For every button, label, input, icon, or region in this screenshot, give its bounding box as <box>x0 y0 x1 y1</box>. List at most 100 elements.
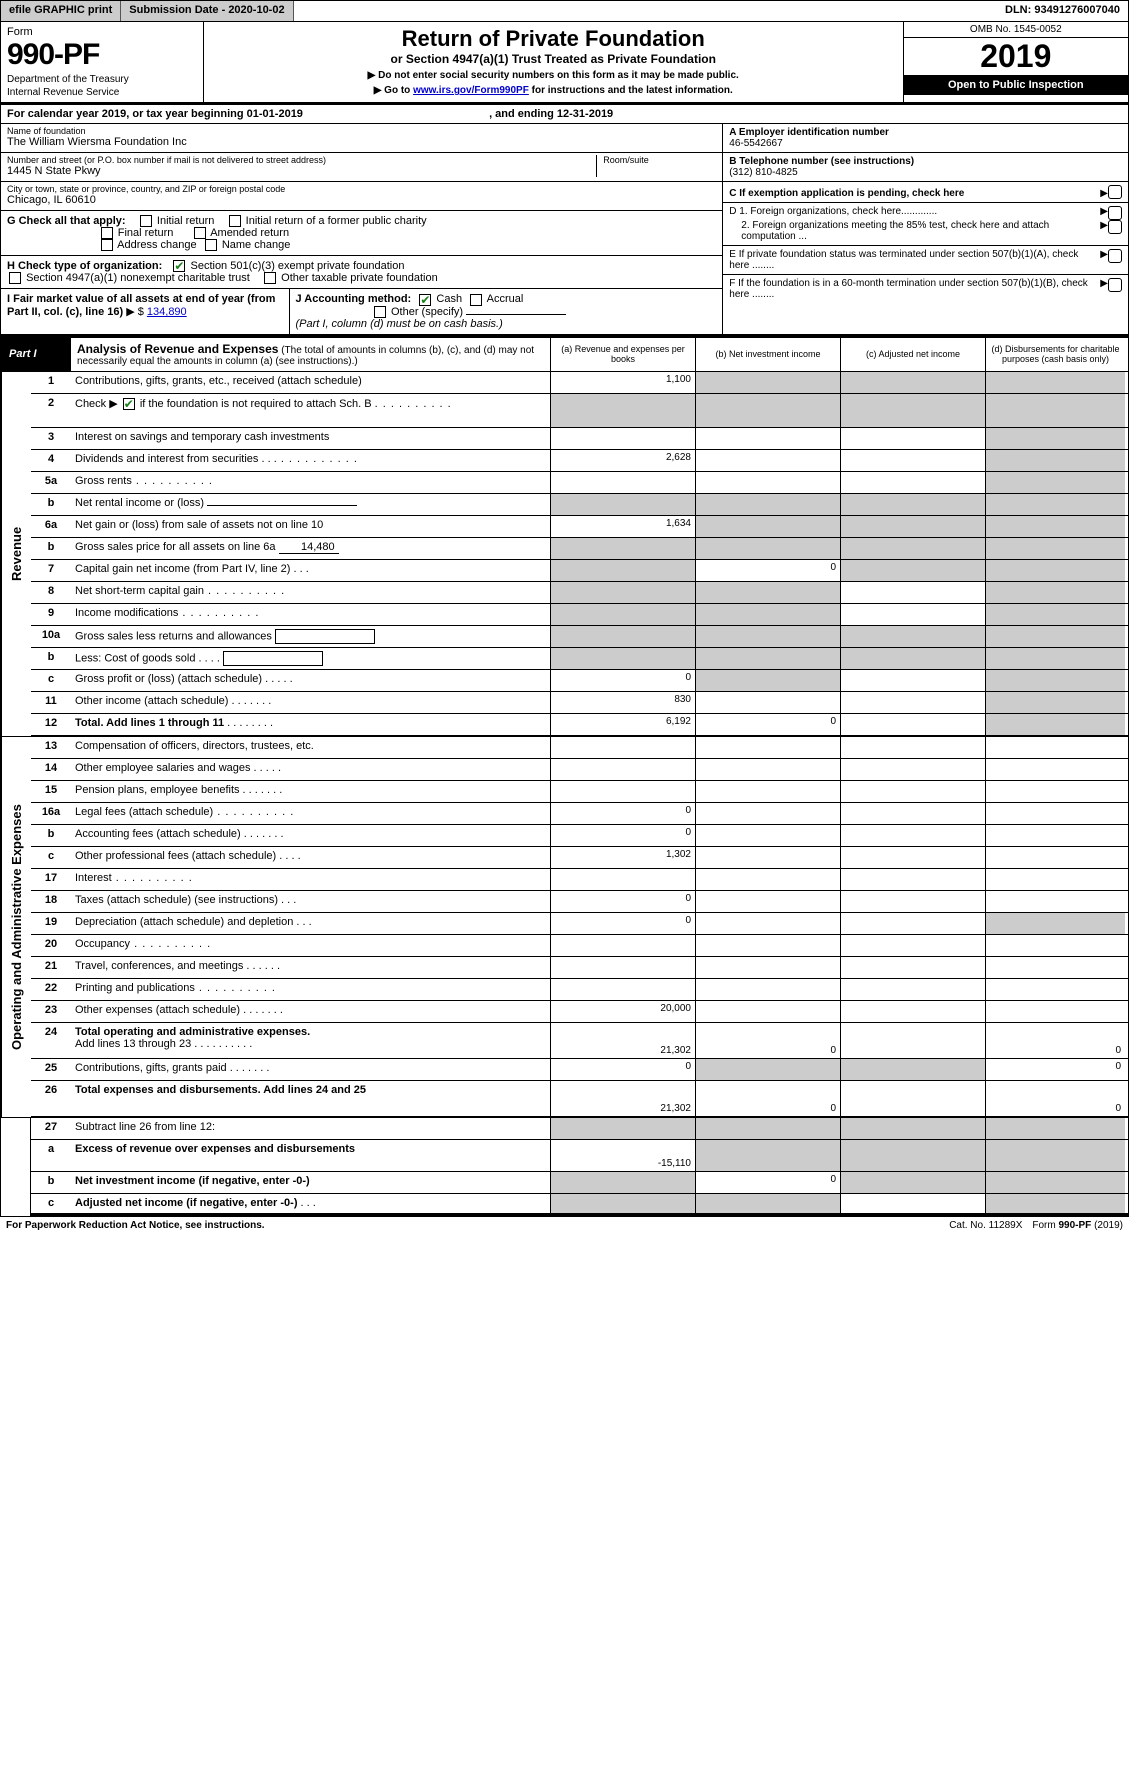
cy-pre: For calendar year 2019, or tax year begi… <box>7 108 247 120</box>
chk-schB[interactable] <box>123 398 135 410</box>
chk-address-change[interactable] <box>101 239 113 251</box>
chk-name-change[interactable] <box>205 239 217 251</box>
footer-mid: Cat. No. 11289X <box>939 1220 1032 1231</box>
entity-left: Name of foundation The William Wiersma F… <box>1 124 722 334</box>
l20-a <box>551 935 696 956</box>
chk-cash[interactable] <box>419 294 431 306</box>
l2-desc: Check ▶ if the foundation is not require… <box>71 394 551 427</box>
l12-desc: Total. Add lines 1 through 11 . . . . . … <box>71 714 551 735</box>
g-o5: Address change <box>117 239 197 251</box>
chk-4947[interactable] <box>9 272 21 284</box>
top-bar: efile GRAPHIC print Submission Date - 20… <box>0 0 1129 22</box>
g-o2: Initial return of a former public charit… <box>246 215 427 227</box>
f-block: F If the foundation is in a 60-month ter… <box>723 275 1128 303</box>
l23-no: 23 <box>31 1001 71 1022</box>
l7-b: 0 <box>696 560 841 581</box>
l21-d <box>986 957 1125 978</box>
chk-initial-former[interactable] <box>229 215 241 227</box>
side-revenue: Revenue <box>1 372 31 736</box>
l22-d <box>986 979 1125 1000</box>
footer: For Paperwork Reduction Act Notice, see … <box>0 1216 1129 1234</box>
j-accrual: Accrual <box>487 293 524 305</box>
line-13: 13 Compensation of officers, directors, … <box>31 737 1128 759</box>
l3-c <box>841 428 986 449</box>
l27c-d <box>986 1194 1125 1213</box>
h-label: H Check type of organization: <box>7 260 162 272</box>
l10c-c <box>841 670 986 691</box>
l8-no: 8 <box>31 582 71 603</box>
g-row: G Check all that apply: Initial return I… <box>1 211 722 256</box>
chk-d2[interactable] <box>1108 220 1122 234</box>
l10c-a: 0 <box>551 670 696 691</box>
header-left: Form 990-PF Department of the Treasury I… <box>1 22 204 102</box>
l6a-a: 1,634 <box>551 516 696 537</box>
line-9: 9 Income modifications <box>31 604 1128 626</box>
l6a-c <box>841 516 986 537</box>
l2-pre: Check ▶ <box>75 398 118 410</box>
chk-other-method[interactable] <box>374 306 386 318</box>
l9-desc: Income modifications <box>71 604 551 625</box>
l4-desc: Dividends and interest from securities .… <box>71 450 551 471</box>
l8-d <box>986 582 1125 603</box>
l10b-c <box>841 648 986 669</box>
chk-e[interactable] <box>1108 249 1122 263</box>
l22-b <box>696 979 841 1000</box>
l5b-no: b <box>31 494 71 515</box>
l27a-c <box>841 1140 986 1171</box>
l2-d <box>986 394 1125 427</box>
l13-no: 13 <box>31 737 71 758</box>
l6b-desc: Gross sales price for all assets on line… <box>71 538 551 559</box>
l27a-b <box>696 1140 841 1171</box>
cy-mid: , and ending <box>489 108 557 120</box>
j-other: Other (specify) <box>391 306 463 318</box>
l25-b <box>696 1059 841 1080</box>
l7-d <box>986 560 1125 581</box>
chk-final-return[interactable] <box>101 227 113 239</box>
l16a-b <box>696 803 841 824</box>
l14-c <box>841 759 986 780</box>
line-18: 18 Taxes (attach schedule) (see instruct… <box>31 891 1128 913</box>
l12-d <box>986 714 1125 735</box>
l27b-no: b <box>31 1172 71 1193</box>
l1-no: 1 <box>31 372 71 393</box>
chk-initial-return[interactable] <box>140 215 152 227</box>
l20-d <box>986 935 1125 956</box>
d2-lbl: 2. Foreign organizations meeting the 85%… <box>729 220 1100 242</box>
l10b-no: b <box>31 648 71 669</box>
l27a-a: -15,110 <box>551 1140 696 1171</box>
l16a-a: 0 <box>551 803 696 824</box>
l14-desc: Other employee salaries and wages . . . … <box>71 759 551 780</box>
l17-c <box>841 869 986 890</box>
l23-c <box>841 1001 986 1022</box>
l25-c <box>841 1059 986 1080</box>
part1-label: Part I <box>1 338 71 371</box>
l9-a <box>551 604 696 625</box>
c-block: C If exemption application is pending, c… <box>723 182 1128 203</box>
chk-other-taxable[interactable] <box>264 272 276 284</box>
instructions-link[interactable]: www.irs.gov/Form990PF <box>413 85 529 96</box>
i-label: I Fair market value of all assets at end… <box>7 293 275 318</box>
chk-amended[interactable] <box>194 227 206 239</box>
col-b-hdr: (b) Net investment income <box>696 338 841 371</box>
cy-end: 12-31-2019 <box>557 108 613 120</box>
calendar-year-row: For calendar year 2019, or tax year begi… <box>0 102 1129 124</box>
dln-label: DLN: 93491276007040 <box>997 1 1128 21</box>
l6a-d <box>986 516 1125 537</box>
i-value-link[interactable]: 134,890 <box>147 306 187 318</box>
l18-b <box>696 891 841 912</box>
chk-501c3[interactable] <box>173 260 185 272</box>
chk-c[interactable] <box>1108 185 1122 199</box>
open-to-public: Open to Public Inspection <box>904 75 1128 95</box>
line-7: 7 Capital gain net income (from Part IV,… <box>31 560 1128 582</box>
l22-no: 22 <box>31 979 71 1000</box>
l24-b: 0 <box>696 1023 841 1058</box>
chk-f[interactable] <box>1108 278 1122 292</box>
l6b-c <box>841 538 986 559</box>
chk-accrual[interactable] <box>470 294 482 306</box>
l6b-val: 14,480 <box>279 541 339 554</box>
l26-a: 21,302 <box>551 1081 696 1116</box>
city-lbl: City or town, state or province, country… <box>7 184 716 194</box>
chk-d1[interactable] <box>1108 206 1122 220</box>
efile-print-btn[interactable]: efile GRAPHIC print <box>1 1 121 21</box>
line-16a: 16a Legal fees (attach schedule) 0 <box>31 803 1128 825</box>
